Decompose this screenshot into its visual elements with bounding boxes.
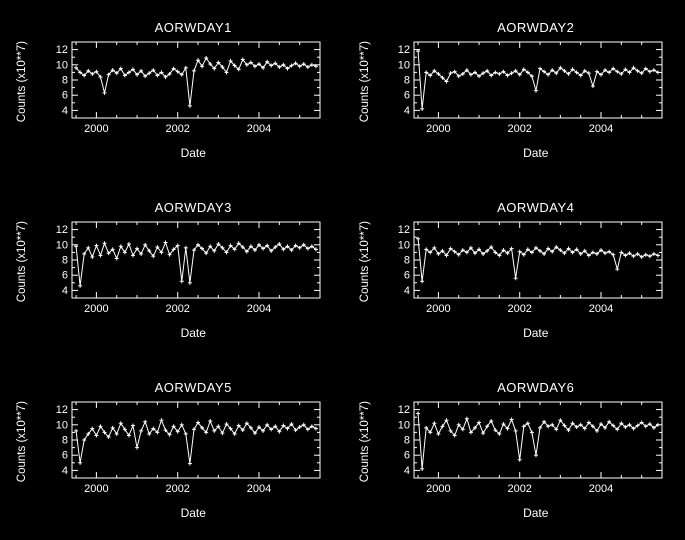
svg-text:4: 4	[61, 105, 67, 117]
subplot-aorwday5: AORWDAY5 Counts (x10**7) 2000 2002 2004 4 6 8…	[0, 360, 343, 540]
svg-text:2002: 2002	[165, 123, 189, 135]
y-axis-label: Counts (x10**7)	[358, 221, 371, 303]
plot-canvas: 2000 2002 2004 4 6 8 10 12	[55, 401, 320, 495]
plot-canvas: 2000 2002 2004 4 6 8 10 12	[398, 221, 663, 315]
subplot-aorwday6: AORWDAY6 Counts (x10**7) 2000 2002 2004 4 6 8…	[343, 360, 685, 540]
y-axis-label: Counts (x10**7)	[16, 221, 28, 303]
svg-text:8: 8	[404, 435, 410, 447]
svg-text:4: 4	[404, 465, 410, 477]
svg-text:2000: 2000	[426, 483, 450, 495]
plot-title: AORWDAY2	[497, 20, 575, 35]
x-axis-label: Date	[180, 326, 206, 340]
y-axis-label: Counts (x10**7)	[16, 401, 28, 483]
plot-body: Counts (x10**7) 2000 2002 2004 4 6 8 10 12	[16, 398, 326, 502]
svg-text:2000: 2000	[84, 483, 108, 495]
svg-text:12: 12	[398, 404, 410, 416]
svg-text:2004: 2004	[246, 123, 270, 135]
svg-text:10: 10	[55, 59, 67, 71]
plot-canvas: 2000 2002 2004 4 6 8 10 12	[398, 41, 663, 135]
svg-text:6: 6	[61, 450, 67, 462]
plot-title: AORWDAY3	[154, 200, 232, 215]
plot-title: AORWDAY4	[497, 200, 575, 215]
y-axis-label: Counts (x10**7)	[358, 401, 371, 483]
svg-text:12: 12	[55, 404, 67, 416]
plot-body: Counts (x10**7) 2000 2002 2004 4 6 8 10 12	[358, 398, 669, 502]
svg-text:2004: 2004	[246, 483, 270, 495]
svg-text:8: 8	[61, 255, 67, 267]
x-axis-label: Date	[523, 146, 549, 160]
subplot-aorwday3: AORWDAY3 Counts (x10**7) 2000 2002 2004 4 6 8…	[0, 180, 343, 360]
svg-text:8: 8	[404, 75, 410, 87]
x-axis-label: Date	[523, 326, 549, 340]
svg-text:2004: 2004	[589, 303, 613, 315]
subplot-aorwday1: AORWDAY1 Counts (x10**7) 2000 2002 2004 4 6 8…	[0, 0, 343, 180]
svg-text:6: 6	[61, 90, 67, 102]
svg-text:4: 4	[404, 105, 410, 117]
plot-body: Counts (x10**7) 2000 2002 2004 4 6 8 10 12	[358, 38, 669, 142]
subplot-aorwday2: AORWDAY2 Counts (x10**7) 2000 2002 2004 4 6 8…	[343, 0, 685, 180]
svg-text:2000: 2000	[84, 123, 108, 135]
plot-body: Counts (x10**7) 2000 2002 2004 4 6 8 10 12	[16, 38, 326, 142]
plot-body: Counts (x10**7) 2000 2002 2004 4 6 8 10 12	[16, 218, 326, 322]
subplot-aorwday4: AORWDAY4 Counts (x10**7) 2000 2002 2004 4 6 8…	[343, 180, 685, 360]
svg-text:12: 12	[398, 224, 410, 236]
svg-text:4: 4	[61, 285, 67, 297]
svg-text:6: 6	[61, 270, 67, 282]
plot-title: AORWDAY1	[154, 20, 232, 35]
plot-canvas: 2000 2002 2004 4 6 8 10 12	[398, 401, 663, 495]
plot-canvas: 2000 2002 2004 4 6 8 10 12	[55, 221, 320, 315]
svg-text:10: 10	[398, 239, 410, 251]
svg-text:2004: 2004	[589, 483, 613, 495]
svg-text:2004: 2004	[589, 123, 613, 135]
x-axis-label: Date	[180, 506, 206, 520]
svg-text:6: 6	[404, 450, 410, 462]
plot-title: AORWDAY5	[154, 380, 232, 395]
svg-text:2000: 2000	[84, 303, 108, 315]
y-axis-label: Counts (x10**7)	[358, 41, 371, 123]
plot-body: Counts (x10**7) 2000 2002 2004 4 6 8 10 12	[358, 218, 669, 322]
svg-text:8: 8	[404, 255, 410, 267]
svg-text:6: 6	[404, 90, 410, 102]
svg-text:12: 12	[398, 44, 410, 56]
svg-text:2002: 2002	[165, 303, 189, 315]
svg-text:10: 10	[55, 419, 67, 431]
x-axis-label: Date	[180, 146, 206, 160]
svg-text:2002: 2002	[507, 303, 531, 315]
plot-title: AORWDAY6	[497, 380, 575, 395]
svg-text:2002: 2002	[507, 483, 531, 495]
svg-text:2002: 2002	[507, 123, 531, 135]
svg-text:2000: 2000	[426, 123, 450, 135]
svg-text:2002: 2002	[165, 483, 189, 495]
y-axis-label: Counts (x10**7)	[16, 41, 28, 123]
svg-text:10: 10	[398, 59, 410, 71]
svg-text:2000: 2000	[426, 303, 450, 315]
svg-text:4: 4	[61, 465, 67, 477]
svg-text:12: 12	[55, 44, 67, 56]
svg-text:8: 8	[61, 435, 67, 447]
svg-text:10: 10	[55, 239, 67, 251]
svg-text:4: 4	[404, 285, 410, 297]
svg-text:12: 12	[55, 224, 67, 236]
svg-text:10: 10	[398, 419, 410, 431]
x-axis-label: Date	[523, 506, 549, 520]
svg-text:8: 8	[61, 75, 67, 87]
svg-text:2004: 2004	[246, 303, 270, 315]
plot-canvas: 2000 2002 2004 4 6 8 10 12	[55, 41, 320, 135]
svg-text:6: 6	[404, 270, 410, 282]
